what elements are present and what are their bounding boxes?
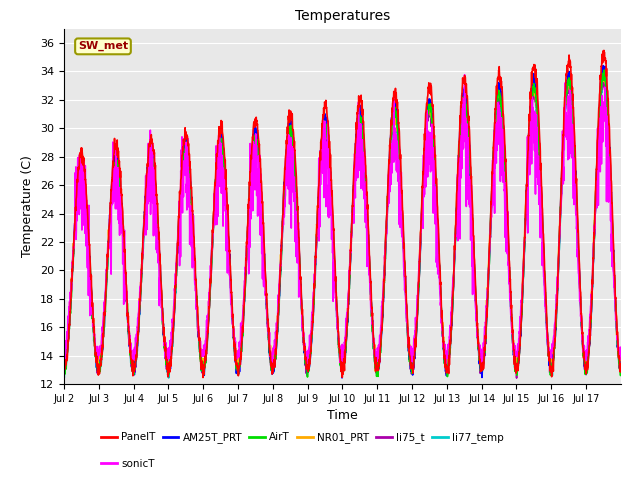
Legend: sonicT: sonicT [97, 455, 159, 473]
Title: Temperatures: Temperatures [295, 10, 390, 24]
Text: SW_met: SW_met [78, 41, 128, 51]
Y-axis label: Temperature (C): Temperature (C) [22, 156, 35, 257]
X-axis label: Time: Time [327, 409, 358, 422]
